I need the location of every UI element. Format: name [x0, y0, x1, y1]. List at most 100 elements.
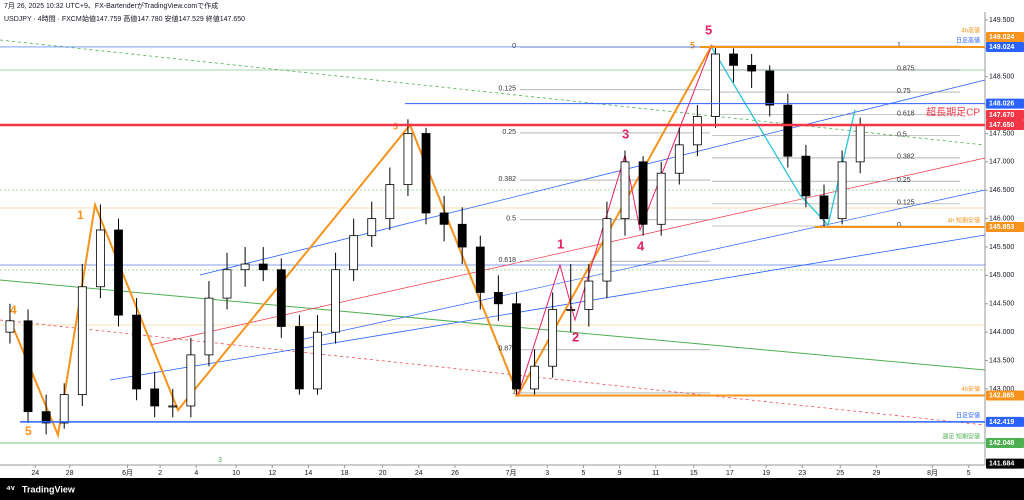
x-tick-label: 25: [836, 470, 844, 477]
price-label-box: [986, 119, 1024, 130]
x-tick-label: 23: [798, 470, 806, 477]
candle-body: [692, 116, 702, 146]
price-label-box: [986, 390, 1024, 401]
fib-ratio: 1: [897, 42, 901, 49]
price-label-box: [986, 221, 1024, 232]
x-tick-label: 15: [690, 470, 698, 477]
candle-body: [95, 229, 105, 288]
y-tick-label: 145.500: [989, 244, 1014, 251]
x-tick-label: 20: [379, 470, 387, 477]
candle-body: [765, 70, 775, 106]
fib-ratio: 0.25: [502, 129, 516, 136]
wave-label: 5: [705, 22, 712, 37]
candle-body: [801, 155, 811, 197]
wave-label: 1: [77, 208, 84, 222]
candle-body: [294, 326, 304, 390]
price-note: 4h安値: [961, 385, 980, 393]
y-tick-label: 144.500: [989, 301, 1014, 308]
candle-body: [439, 212, 449, 225]
x-tick-label: 5: [967, 470, 971, 477]
wave-label: 2: [572, 329, 579, 344]
wave-label: 1: [557, 236, 564, 251]
candle-body: [747, 64, 757, 72]
candle-body: [385, 184, 395, 220]
x-tick-label: 19: [762, 470, 770, 477]
footer-bar: [0, 478, 1024, 500]
candle-body: [855, 124, 865, 163]
y-tick-label: 143.500: [989, 357, 1014, 364]
candle-body: [548, 309, 558, 367]
x-tick-label: 7月: [506, 469, 517, 477]
candle-body: [168, 405, 178, 408]
x-tick-label: 4: [194, 470, 198, 477]
candle-body: [475, 246, 485, 293]
x-tick-label: 24: [31, 470, 39, 477]
x-tick-label: 29: [873, 470, 881, 477]
fib-ratio: 0.25: [897, 177, 911, 184]
x-tick-label: 24: [415, 470, 423, 477]
candle-body: [584, 280, 594, 310]
candle-body: [150, 388, 160, 407]
price-label: 142.885: [989, 392, 1014, 399]
fib-ratio: 0.75: [897, 88, 911, 95]
fib-ratio: 0.382: [897, 154, 915, 161]
wave-label: 4: [10, 303, 17, 317]
fib-ratio: 0.382: [498, 176, 516, 183]
fib-ratio: 0: [897, 222, 901, 229]
x-tick-label: 6月: [122, 469, 133, 477]
ohlc: 始値147.759 高値147.780 安値147.529 終値147.650: [82, 14, 245, 23]
candle-body: [367, 218, 377, 237]
price-label-box: [986, 458, 1024, 469]
fib-ratio: 0.618: [897, 111, 915, 118]
candle-body: [620, 161, 630, 220]
price-label-box: [986, 437, 1024, 448]
marker: 3: [218, 457, 222, 464]
candle-body: [222, 269, 232, 299]
price-label-box: [986, 31, 1024, 42]
candle-body: [132, 314, 141, 390]
x-tick-label: 26: [451, 470, 459, 477]
x-tick-label: 17: [726, 470, 734, 477]
candle-body: [313, 331, 322, 390]
fib-ratio: 1: [512, 389, 516, 396]
header-title: 7月 26, 2025 10:32 UTC+9、FX-BartenderがTra…: [4, 1, 218, 10]
candle-body: [59, 394, 69, 424]
brand: TradingView: [22, 484, 76, 494]
candle-body: [674, 144, 684, 174]
candle-body: [276, 269, 286, 327]
candle-body: [656, 172, 666, 225]
y-tick-label: 145.000: [989, 272, 1014, 279]
candle-body: [5, 320, 15, 333]
wave-label: 4: [637, 238, 645, 253]
candle-body: [457, 223, 467, 248]
candle-body: [493, 292, 503, 305]
candle-body: [114, 229, 123, 316]
brand-logo: ⁴ᵛ: [6, 485, 15, 496]
price-note: 4h 短期安値: [948, 217, 980, 225]
wave-label: 5: [25, 424, 32, 438]
wave-label: 5: [690, 40, 695, 50]
price-label: 142.419: [989, 419, 1014, 426]
fib-ratio: 0.5: [897, 132, 907, 139]
y-tick-label: 146.000: [989, 215, 1014, 222]
y-tick-label: 149.500: [989, 17, 1014, 24]
candle-body: [258, 263, 268, 271]
price-label-box: [986, 98, 1024, 109]
y-tick-label: 144.000: [989, 329, 1014, 336]
price-label: 149.024: [989, 44, 1014, 51]
candle-body: [819, 195, 829, 220]
fib-ratio: 0.875: [498, 346, 516, 353]
wave-label: 3: [622, 126, 629, 141]
candle-body: [783, 104, 793, 157]
y-tick-label: 147.500: [989, 130, 1014, 137]
candle-body: [204, 297, 214, 356]
price-label-box: [986, 109, 1024, 120]
candle-body: [403, 133, 413, 185]
candle-body: [711, 53, 720, 117]
symbol: USDJPY · 4時間 · FXCM: [4, 15, 82, 23]
candle-body: [240, 263, 250, 271]
candle-body: [566, 309, 576, 311]
x-tick-label: 18: [341, 470, 349, 477]
price-label: 149.024: [989, 34, 1014, 41]
